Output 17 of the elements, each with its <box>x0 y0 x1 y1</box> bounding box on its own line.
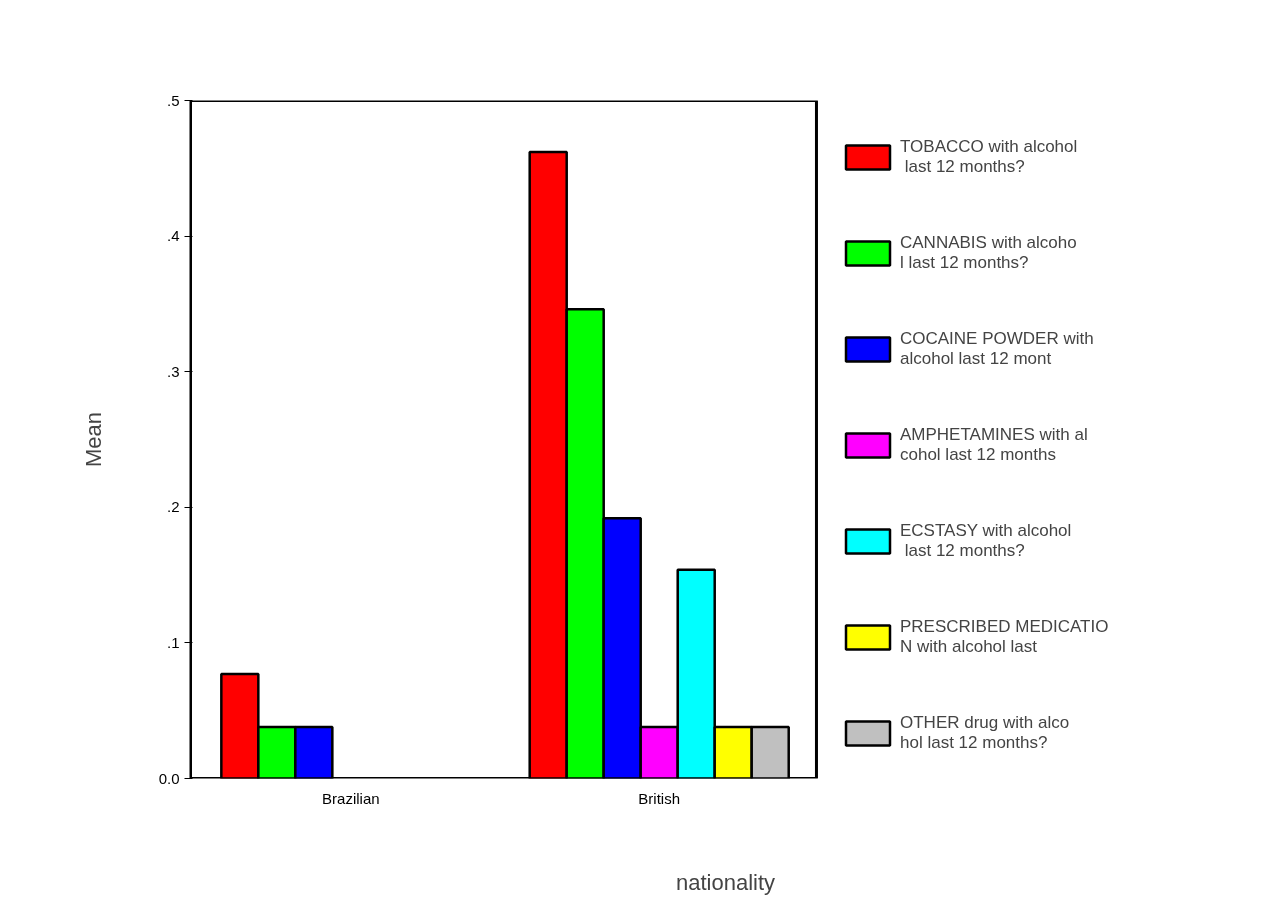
legend-label: ECSTASY with alcohol last 12 months? <box>900 520 1072 562</box>
y-axis-title: Mean <box>80 411 106 468</box>
legend-label: CANNABIS with alcohol last 12 months? <box>900 232 1077 274</box>
y-tick-label: .1 <box>166 633 180 651</box>
x-axis-title: nationality <box>675 869 776 895</box>
y-tick-label: .4 <box>166 227 180 245</box>
y-tick-label: 0.0 <box>158 769 180 787</box>
y-tick-label: .3 <box>166 362 180 380</box>
legend-label: AMPHETAMINES with alcohol last 12 months <box>900 424 1088 466</box>
legend-label: PRESCRIBED MEDICATION with alcohol last <box>900 616 1109 658</box>
x-tick-label: British <box>638 789 681 807</box>
legend-label: TOBACCO with alcohol last 12 months? <box>900 136 1078 178</box>
legend-label: OTHER drug with alcohol last 12 months? <box>900 712 1070 754</box>
x-tick-label: Brazilian <box>322 789 380 807</box>
y-tick-label: .5 <box>166 91 180 109</box>
legend-label: COCAINE POWDER with alcohol last 12 mont <box>900 328 1095 370</box>
y-tick-label: .2 <box>166 498 180 516</box>
